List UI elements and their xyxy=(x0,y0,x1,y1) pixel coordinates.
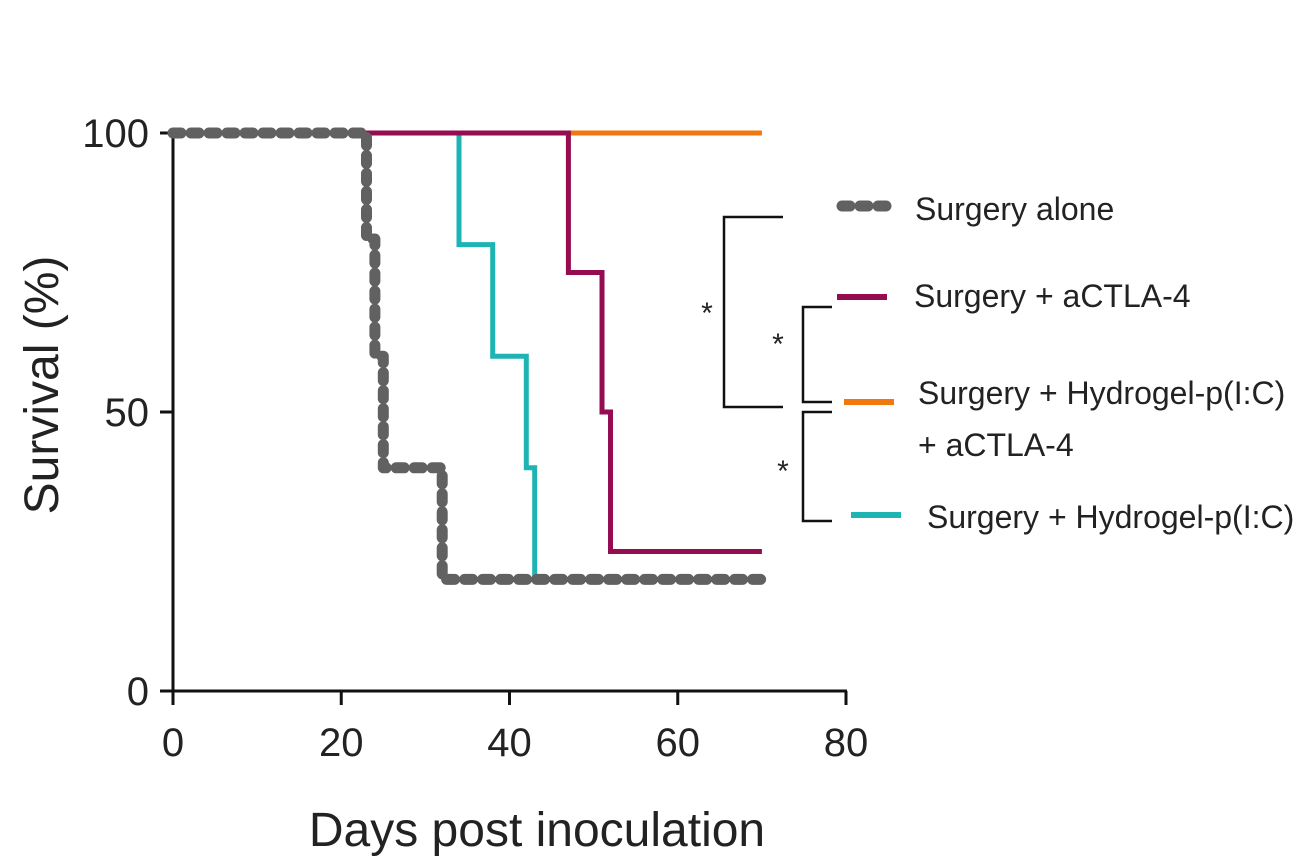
legend-label-hydrogel-actla4: Surgery + Hydrogel-p(I:C) xyxy=(918,375,1285,411)
sig-star-1: * xyxy=(701,297,713,330)
legend-label-surgery-actla4: Surgery + aCTLA-4 xyxy=(914,278,1191,314)
x-tick-label-60: 60 xyxy=(656,721,701,765)
x-tick-label-40: 40 xyxy=(487,721,532,765)
series-surgery-alone xyxy=(167,127,768,585)
series-layer xyxy=(167,127,768,585)
sig-star-2: * xyxy=(772,328,784,361)
series-hydrogel xyxy=(173,130,762,582)
x-tick-label-0: 0 xyxy=(162,721,184,765)
y-tick-label-50: 50 xyxy=(105,391,150,435)
bracket-combo-vs-hydrogel xyxy=(801,410,832,523)
sig-star-3: * xyxy=(777,455,789,488)
significance-brackets: * * * xyxy=(701,215,832,523)
bracket-surgery-alone-vs-combo xyxy=(722,215,783,409)
y-tick-label-100: 100 xyxy=(82,112,149,156)
y-axis-title: Survival (%) xyxy=(16,256,69,515)
x-tick-label-20: 20 xyxy=(319,721,364,765)
legend-label-hydrogel: Surgery + Hydrogel-p(I:C) xyxy=(927,499,1294,535)
x-tick-label-80: 80 xyxy=(824,721,869,765)
x-axis-title: Days post inoculation xyxy=(309,804,765,857)
bracket-actla4-vs-combo xyxy=(801,305,832,404)
ticks: 0 20 40 60 80 0 50 100 xyxy=(82,112,868,765)
legend-label-surgery-alone: Surgery alone xyxy=(915,191,1114,227)
legend-label-hydrogel-actla4-line2: + aCTLA-4 xyxy=(918,427,1074,463)
series-surgery-actla4 xyxy=(173,130,762,554)
legend: Surgery alone Surgery + aCTLA-4 Surgery … xyxy=(836,191,1294,535)
y-tick-label-0: 0 xyxy=(127,670,149,714)
